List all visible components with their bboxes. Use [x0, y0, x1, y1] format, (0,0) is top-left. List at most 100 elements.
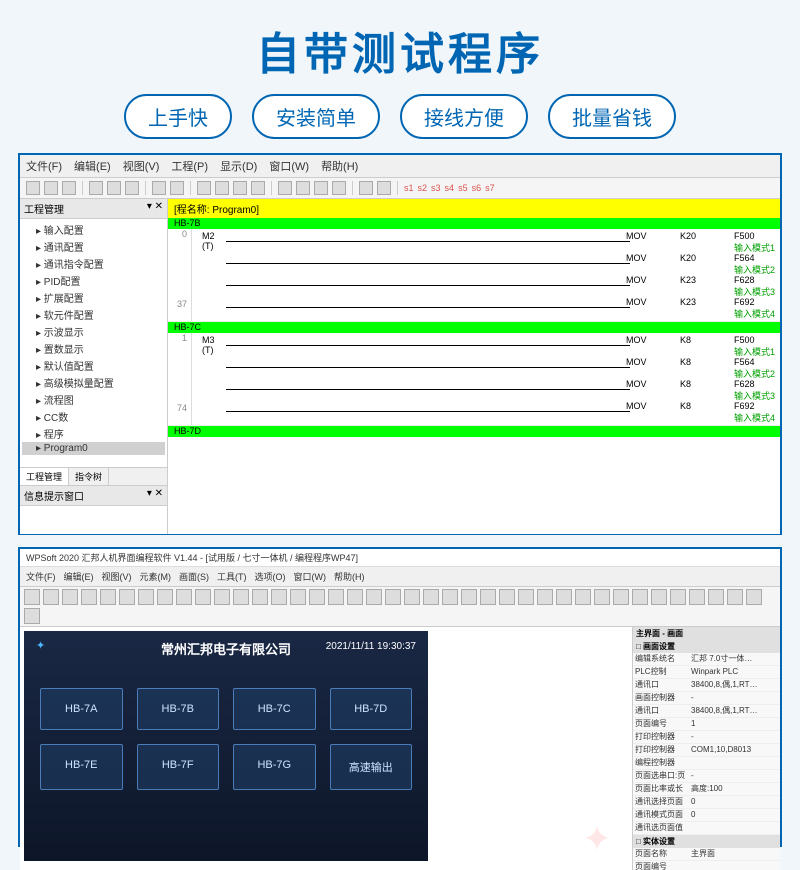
menu-help[interactable]: 帮助(H) [334, 570, 365, 583]
stop-icon[interactable] [251, 181, 265, 195]
properties-panel[interactable]: 主界面 - 画面□ 画面设置编辑系统名汇邦 7.0寸一体…PLC控制Winpar… [632, 627, 780, 870]
toolbar-icon[interactable] [537, 589, 553, 605]
toolbar-icon[interactable] [138, 589, 154, 605]
tab-project[interactable]: 工程管理 [20, 468, 69, 485]
cut-icon[interactable] [89, 181, 103, 195]
toolbar-icon[interactable] [613, 589, 629, 605]
hmi-button[interactable]: HB-7B [137, 688, 220, 730]
menu-file[interactable]: 文件(F) [26, 570, 56, 583]
toolbar-icon[interactable] [518, 589, 534, 605]
hmi-menubar[interactable]: 文件(F) 编辑(E) 视图(V) 元素(M) 画面(S) 工具(T) 选项(O… [20, 567, 780, 587]
ladder-coil[interactable]: MOVK8F628输入模式3 [196, 379, 770, 401]
prop-row[interactable]: 打印控制器- [633, 731, 780, 744]
ladder-rung[interactable]: 174M3(T)MOVK8F500输入模式1MOVK8F564输入模式2MOVK… [168, 333, 780, 426]
download-icon[interactable] [197, 181, 211, 195]
menu-window[interactable]: 窗口(W) [294, 570, 327, 583]
prop-row[interactable]: PLC控制Winpark PLC [633, 666, 780, 679]
toolbar-icon[interactable] [214, 589, 230, 605]
find-icon[interactable] [377, 181, 391, 195]
tree-item[interactable]: ▸ 通讯配置 [22, 238, 165, 255]
pin-icon[interactable]: ▾ ✕ [147, 201, 163, 216]
toolbar-icon[interactable] [81, 589, 97, 605]
tree-item[interactable]: ▸ PID配置 [22, 272, 165, 289]
hmi-button[interactable]: HB-7A [40, 688, 123, 730]
line-icon[interactable] [314, 181, 328, 195]
upload-icon[interactable] [215, 181, 229, 195]
toolbar-icon[interactable] [195, 589, 211, 605]
tree-item[interactable]: ▸ 通讯指令配置 [22, 255, 165, 272]
prop-row[interactable]: 通讯口38400,8,偶,1,RT… [633, 679, 780, 692]
toolbar-icon[interactable] [328, 589, 344, 605]
menubar[interactable]: 文件(F) 编辑(E) 视图(V) 工程(P) 显示(D) 窗口(W) 帮助(H… [20, 155, 780, 178]
paste-icon[interactable] [125, 181, 139, 195]
toolbar-icon[interactable] [708, 589, 724, 605]
toolbar-icon[interactable] [499, 589, 515, 605]
coil-icon[interactable] [296, 181, 310, 195]
hmi-button[interactable]: HB-7G [233, 744, 316, 790]
tree-item[interactable]: ▸ 软元件配置 [22, 306, 165, 323]
menu-display[interactable]: 显示(D) [220, 158, 257, 174]
toolbar-icon[interactable] [727, 589, 743, 605]
new-icon[interactable] [26, 181, 40, 195]
zoom-icon[interactable] [359, 181, 373, 195]
ladder-coil[interactable]: MOVK23F628输入模式3 [196, 275, 770, 297]
menu-help[interactable]: 帮助(H) [321, 158, 358, 174]
prop-row[interactable]: 编程控制器 [633, 757, 780, 770]
menu-view[interactable]: 视图(V) [123, 158, 160, 174]
prop-row[interactable]: 页面编号1 [633, 718, 780, 731]
hmi-toolbar[interactable] [20, 587, 780, 627]
tree-item[interactable]: ▸ 默认值配置 [22, 357, 165, 374]
prop-row[interactable]: 画面控制器- [633, 692, 780, 705]
toolbar-icon[interactable] [746, 589, 762, 605]
ladder-coil[interactable]: MOVK8F564输入模式2 [196, 357, 770, 379]
menu-project[interactable]: 工程(P) [171, 158, 208, 174]
ladder-coil[interactable]: MOVK8F500输入模式1 [196, 335, 770, 357]
prop-row[interactable]: 页面名称主界面 [633, 848, 780, 861]
vline-icon[interactable] [332, 181, 346, 195]
toolbar-icon[interactable] [385, 589, 401, 605]
menu-screen[interactable]: 画面(S) [179, 570, 209, 583]
redo-icon[interactable] [170, 181, 184, 195]
toolbar-icon[interactable] [632, 589, 648, 605]
props-group[interactable]: □ 实体设置 [633, 835, 780, 848]
menu-tool[interactable]: 工具(T) [217, 570, 247, 583]
tree-item[interactable]: ▸ 扩展配置 [22, 289, 165, 306]
prop-row[interactable]: 页面比率或长高度:100 [633, 783, 780, 796]
toolbar-icon[interactable] [366, 589, 382, 605]
toolbar-icon[interactable] [404, 589, 420, 605]
prop-row[interactable]: 页面编号 [633, 861, 780, 870]
toolbar-icon[interactable] [594, 589, 610, 605]
toolbar-icon[interactable] [176, 589, 192, 605]
toolbar-icon[interactable] [233, 589, 249, 605]
tree-item[interactable]: ▸ 输入配置 [22, 221, 165, 238]
run-icon[interactable] [233, 181, 247, 195]
hmi-button[interactable]: HB-7F [137, 744, 220, 790]
prop-row[interactable]: 通讯选择页面0 [633, 796, 780, 809]
toolbar-icon[interactable] [461, 589, 477, 605]
hmi-button[interactable]: HB-7C [233, 688, 316, 730]
hmi-button[interactable]: HB-7E [40, 744, 123, 790]
menu-element[interactable]: 元素(M) [140, 570, 172, 583]
ladder-coil[interactable]: MOVK20F564输入模式2 [196, 253, 770, 275]
tree-item[interactable]: ▸ CC数 [22, 408, 165, 425]
toolbar-icon[interactable] [100, 589, 116, 605]
toolbar-icon[interactable] [252, 589, 268, 605]
toolbar-icon[interactable] [651, 589, 667, 605]
sidebar-tabs[interactable]: 工程管理 指令树 [20, 467, 167, 485]
tree-item[interactable]: ▸ 置数显示 [22, 340, 165, 357]
close-icon[interactable]: ▾ ✕ [147, 488, 163, 503]
save-icon[interactable] [62, 181, 76, 195]
undo-icon[interactable] [152, 181, 166, 195]
toolbar-icon[interactable] [347, 589, 363, 605]
copy-icon[interactable] [107, 181, 121, 195]
toolbar-icon[interactable] [24, 589, 40, 605]
toolbar-icon[interactable] [271, 589, 287, 605]
hmi-canvas-area[interactable]: ✦ 常州汇邦电子有限公司 2021/11/11 19:30:37 HB-7AHB… [20, 627, 440, 870]
menu-edit[interactable]: 编辑(E) [64, 570, 94, 583]
toolbar-icon[interactable] [689, 589, 705, 605]
toolbar-icon[interactable] [309, 589, 325, 605]
menu-view[interactable]: 视图(V) [102, 570, 132, 583]
toolbar-icon[interactable] [442, 589, 458, 605]
toolbar-icon[interactable] [119, 589, 135, 605]
ladder-editor[interactable]: [程名称: Program0] HB-7B037M2(T)MOVK20F500输… [168, 199, 780, 534]
